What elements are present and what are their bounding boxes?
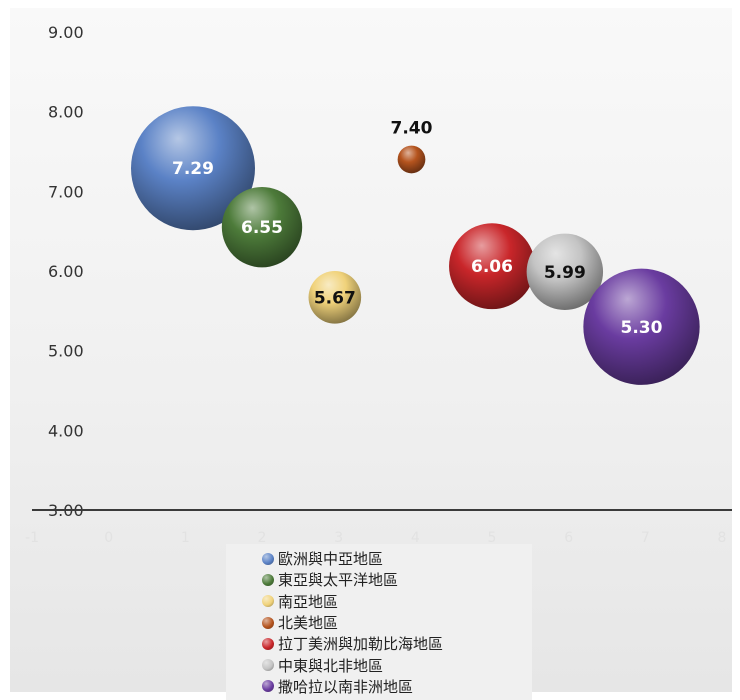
legend-label: 歐洲與中亞地區 <box>278 550 384 569</box>
legend-label: 南亞地區 <box>278 592 339 611</box>
x-tick-label: 6 <box>564 530 573 546</box>
bubble-point <box>449 223 535 310</box>
bubble-point <box>221 187 303 268</box>
legend-label: 撒哈拉以南非洲地區 <box>278 677 414 696</box>
legend-marker-icon <box>262 637 274 650</box>
bubble-chart: 3.004.005.006.007.008.009.00 -1 0 1 2 3 4 5 6 7 8… <box>25 23 732 546</box>
data-label: 6.06 <box>471 257 513 277</box>
data-label: 5.30 <box>621 318 663 338</box>
legend-marker-icon <box>262 616 274 629</box>
legend-item: 東亞與太平洋地區 <box>262 569 532 590</box>
chart-area: 3.00 4.00 5.00 6.00 7.00 8.00 9.00 -1 0 1 2 3 4 5 6 7 8… <box>10 8 732 700</box>
legend-marker-icon <box>262 659 274 672</box>
legend-label: 北美地區 <box>278 614 339 633</box>
legend-label: 中東與北非地區 <box>278 656 384 675</box>
legend-label: 東亞與太平洋地區 <box>278 571 399 590</box>
bubble-point <box>308 270 362 324</box>
legend-item: 中東與北非地區 <box>262 654 532 675</box>
x-tick-label: -1 <box>25 530 39 546</box>
legend-marker-icon <box>262 680 274 693</box>
y-tick-label: 6.00 <box>48 262 84 281</box>
x-tick-label: 1 <box>181 530 190 546</box>
bubble-point <box>397 145 426 174</box>
bubble-point <box>583 268 700 385</box>
x-tick-label: 5 <box>488 530 497 546</box>
data-label: 7.40 <box>391 119 433 139</box>
y-tick-label: 9.00 <box>48 23 84 42</box>
y-tick-label: 4.00 <box>48 421 84 440</box>
data-label: 7.29 <box>172 159 214 179</box>
y-tick-label: 8.00 <box>48 103 84 122</box>
legend-marker-icon <box>262 552 274 565</box>
data-label: 5.99 <box>544 263 586 283</box>
legend-marker-icon <box>262 573 274 586</box>
legend-item: 歐洲與中亞地區 <box>262 548 532 569</box>
legend-label: 拉丁美洲與加勒比海地區 <box>278 635 444 654</box>
legend-item: 北美地區 <box>262 612 532 633</box>
x-tick-label: 0 <box>104 530 113 546</box>
legend-item: 拉丁美洲與加勒比海地區 <box>262 633 532 654</box>
data-label: 6.55 <box>241 218 283 238</box>
legend-item: 撒哈拉以南非洲地區 <box>262 676 532 697</box>
x-tick-label: 3 <box>334 530 343 546</box>
x-tick-label: 4 <box>411 530 420 546</box>
legend: 歐洲與中亞地區 東亞與太平洋地區 南亞地區 北美地區 拉丁美洲與加勒比海地區 中… <box>226 544 532 700</box>
y-tick-label: 7.00 <box>48 182 84 201</box>
bubble-point <box>131 106 255 231</box>
x-tick-label: 8 <box>718 530 727 546</box>
x-tick-label: 7 <box>641 530 650 546</box>
legend-marker-icon <box>262 595 274 608</box>
y-tick-label: 5.00 <box>48 342 84 361</box>
legend-item: 南亞地區 <box>262 591 532 612</box>
bubble-point <box>526 233 604 311</box>
x-tick-label: 2 <box>258 530 267 546</box>
data-label: 5.67 <box>314 288 356 308</box>
